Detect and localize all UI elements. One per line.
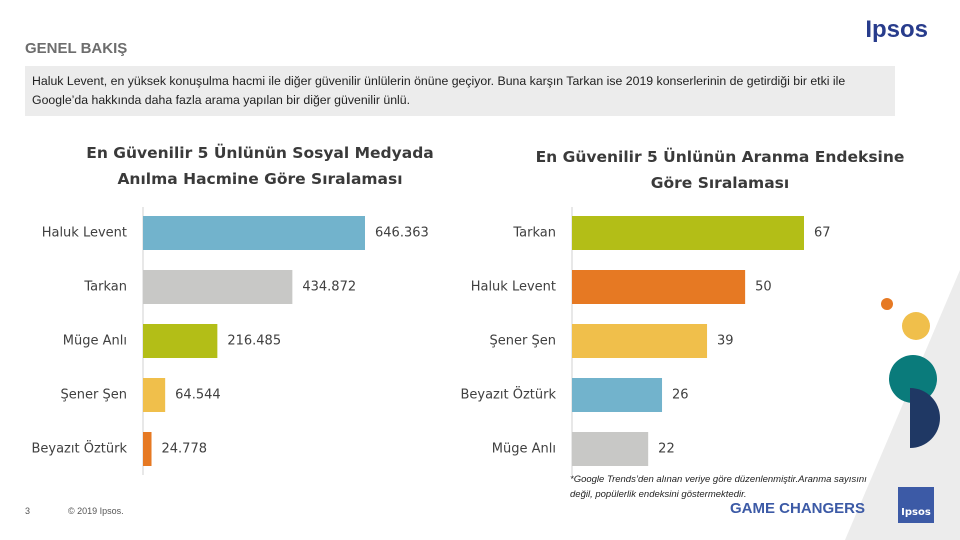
section-title: GENEL BAKIŞ (25, 40, 128, 57)
bar (143, 216, 365, 250)
bar (572, 324, 708, 358)
logo: Ipsos (865, 16, 928, 43)
bar (143, 324, 218, 358)
category-label: Haluk Levent (42, 226, 127, 241)
value-label: 216.485 (227, 334, 281, 349)
bar (143, 378, 166, 412)
copyright: © 2019 Ipsos. (68, 506, 124, 516)
category-label: Tarkan (512, 226, 556, 241)
dot (902, 312, 930, 340)
category-label: Haluk Levent (471, 280, 556, 295)
category-label: Tarkan (83, 280, 127, 295)
bar (572, 378, 663, 412)
category-label: Şener Şen (61, 388, 127, 403)
summary: Haluk Levent, en yüksek konuşulma hacmi … (25, 66, 895, 116)
bar (572, 216, 804, 250)
value-label: 434.872 (302, 280, 356, 295)
category-label: Şener Şen (490, 334, 556, 349)
dot (881, 298, 893, 310)
footnote: *Google Trends’den alınan veriye göre dü… (570, 474, 867, 500)
value-label: 50 (755, 280, 772, 295)
bar (572, 270, 746, 304)
value-label: 646.363 (375, 226, 429, 241)
category-label: Müge Anlı (63, 334, 127, 349)
corner-shape (845, 270, 960, 540)
bar (143, 270, 293, 304)
page-number: 3 (25, 506, 31, 516)
badge-box (898, 487, 934, 523)
value-label: 22 (658, 442, 675, 457)
bar (143, 432, 152, 466)
value-label: 64.544 (175, 388, 221, 403)
chart-title: En Güvenilir 5 Ünlünün Sosyal Medyada An… (86, 144, 434, 188)
category-label: Beyazıt Öztürk (31, 440, 127, 457)
value-label: 39 (717, 334, 734, 349)
category-label: Beyazıt Öztürk (460, 386, 556, 403)
category-label: Müge Anlı (492, 442, 556, 457)
value-label: 26 (672, 388, 689, 403)
tagline: GAME CHANGERS (730, 500, 866, 517)
value-label: 24.778 (162, 442, 208, 457)
dot (910, 388, 940, 448)
value-label: 67 (814, 226, 831, 241)
bar (572, 432, 649, 466)
chart-title: En Güvenilir 5 Ünlünün Aranma Endeksine … (535, 148, 905, 192)
badge: Ipsos (901, 507, 931, 518)
dot (889, 355, 937, 403)
